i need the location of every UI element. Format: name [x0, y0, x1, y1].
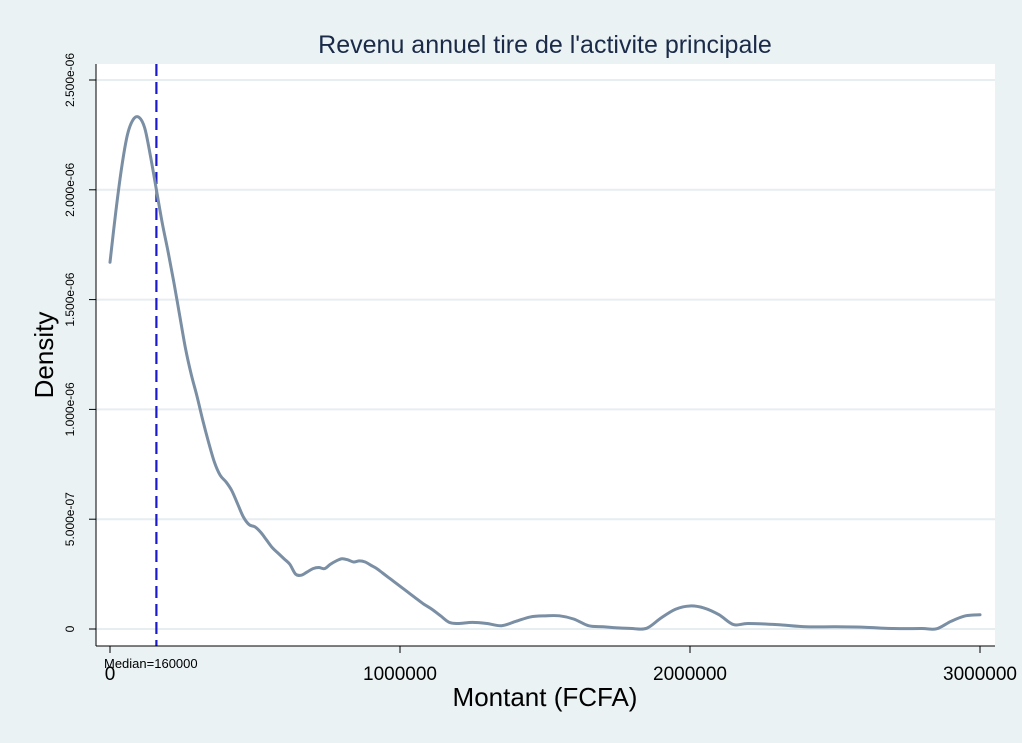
y-axis-title: Density — [29, 312, 59, 399]
chart-title: Revenu annuel tire de l'activite princip… — [318, 31, 772, 59]
y-tick-label: 2.500e-06 — [63, 53, 77, 107]
density-curve — [108, 115, 982, 631]
y-tick-label: 5.000e-07 — [63, 492, 77, 546]
x-tick-label: 2000000 — [653, 664, 727, 685]
y-tick-label: 2.000e-06 — [63, 162, 77, 216]
median-label: Median=160000 — [104, 656, 198, 671]
y-tick-label: 0 — [63, 625, 77, 632]
x-tick-label: 3000000 — [943, 664, 1017, 685]
x-tick-label: 0 — [105, 664, 116, 685]
x-axis-ticks: 0 1000000 2000000 3000000 — [105, 646, 1017, 685]
plot-area — [96, 64, 995, 646]
y-tick-label: 1.500e-06 — [63, 272, 77, 326]
x-tick-label: 1000000 — [363, 664, 437, 685]
y-tick-label: 1.000e-06 — [63, 382, 77, 436]
x-axis-title: Montant (FCFA) — [453, 682, 638, 712]
y-axis-ticks: 0 5.000e-07 1.000e-06 1.500e-06 2.000e-06 2.5… — [63, 53, 96, 632]
